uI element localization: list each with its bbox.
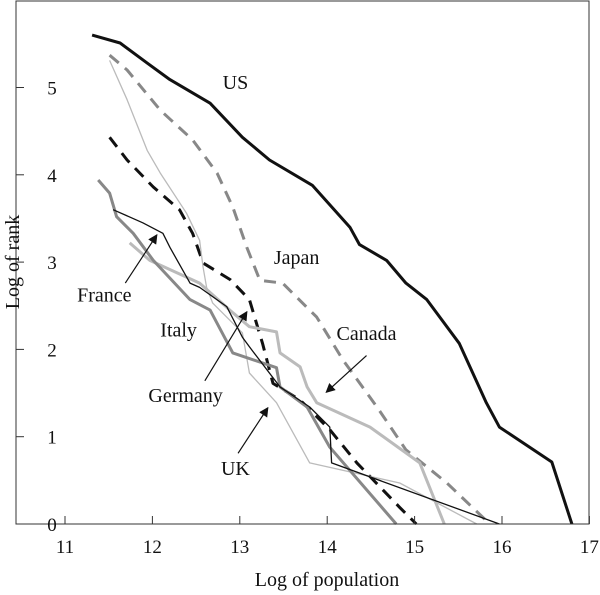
- series-line-germany: [108, 136, 418, 526]
- series-label-france: France: [77, 284, 132, 306]
- x-axis-title: Log of population: [255, 569, 399, 591]
- series-line-uk: [109, 60, 478, 525]
- series-label-italy: Italy: [160, 319, 197, 341]
- y-tick-label: 3: [47, 253, 57, 274]
- series-line-italy: [97, 179, 398, 525]
- series-layer: [91, 33, 574, 526]
- x-tick-label: 14: [318, 537, 338, 558]
- y-tick-label: 2: [47, 340, 57, 361]
- x-tick-label: 12: [143, 537, 162, 558]
- x-tick-label: 13: [230, 537, 249, 558]
- series-line-japan: [108, 54, 491, 526]
- annotations-layer: US Japan France Italy Canada Germany UK: [77, 72, 397, 480]
- series-label-us: US: [223, 72, 249, 94]
- y-tick-label: 4: [47, 166, 57, 187]
- y-axis-title: Log of rank: [2, 215, 24, 309]
- y-tick-label: 5: [47, 79, 57, 100]
- x-tick-label: 16: [493, 537, 512, 558]
- series-label-japan: Japan: [274, 247, 320, 269]
- y-tick-label: 0: [47, 515, 57, 536]
- arrow-canada: [325, 355, 367, 393]
- series-label-canada: Canada: [337, 323, 397, 345]
- x-tick-label: 17: [580, 537, 599, 558]
- x-tick-label: 15: [405, 537, 424, 558]
- arrow-france: [124, 234, 158, 284]
- y-tick-label: 1: [47, 428, 57, 449]
- arrow-germany: [204, 310, 248, 382]
- series-label-uk: UK: [221, 458, 250, 480]
- x-tick-label: 11: [56, 537, 74, 558]
- series-line-us: [91, 33, 574, 525]
- series-label-germany: Germany: [148, 385, 222, 407]
- series-line-canada: [128, 241, 446, 525]
- arrow-uk: [237, 406, 269, 454]
- series-line-france: [112, 209, 500, 525]
